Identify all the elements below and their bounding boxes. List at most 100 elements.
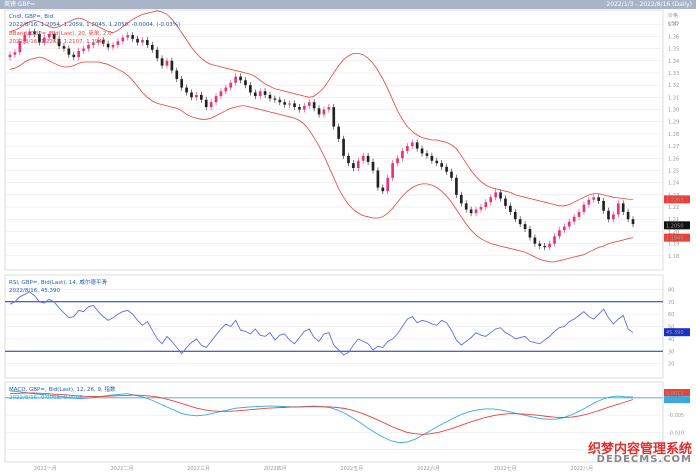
price-tick-label: 1.30 <box>668 108 679 114</box>
candle-body <box>347 155 350 164</box>
price-legend-line2: 2022/8/16, 1.2054, 1.2059, 1.2045, 1.205… <box>9 22 180 28</box>
candle-body <box>430 155 434 161</box>
currency-label: USD <box>668 21 679 27</box>
candle <box>489 194 493 206</box>
candle-body <box>538 243 542 247</box>
candle-body <box>249 85 252 93</box>
candle <box>327 104 331 113</box>
candle <box>597 194 600 204</box>
candle <box>209 99 213 111</box>
candle <box>224 84 228 95</box>
bband-lower-line <box>9 56 634 263</box>
candle <box>504 195 507 209</box>
candle-body <box>572 216 576 222</box>
candle-body <box>229 82 233 88</box>
candle <box>430 152 434 164</box>
candle-body <box>146 40 149 45</box>
candle-body <box>28 31 31 36</box>
candle <box>92 39 95 48</box>
candle <box>302 102 306 113</box>
candle-body <box>459 194 463 204</box>
candle-body <box>435 160 439 164</box>
macd-tick-label: -0.010 <box>668 430 684 436</box>
candle <box>234 73 237 86</box>
candle-body <box>165 60 169 66</box>
candle <box>415 139 419 152</box>
price-tick-label: 1.22 <box>668 205 679 211</box>
candle-body <box>302 105 306 110</box>
price-tick-label: 1.19 <box>668 242 679 248</box>
candle-body <box>577 211 581 217</box>
macd-value-tag: 0.0002 <box>664 396 690 404</box>
candle <box>77 47 81 61</box>
candle-body <box>513 211 517 220</box>
candle <box>13 49 17 58</box>
x-tick-label: 2022五月 <box>341 466 364 472</box>
candle <box>268 91 272 102</box>
candle <box>440 160 444 170</box>
candle <box>141 36 144 46</box>
candle <box>626 208 630 223</box>
bband-legend-line1: BBand, GBP=, Bid(Last), 20, 简单, 2.0 <box>9 29 112 37</box>
candle-body <box>420 148 424 154</box>
candle <box>543 243 547 251</box>
candle-body <box>548 243 551 248</box>
candle-body <box>509 205 512 212</box>
candle <box>631 216 635 228</box>
price-tick-label: 1.34 <box>668 59 679 65</box>
candle-body <box>204 99 208 108</box>
candle <box>43 34 46 46</box>
rsi-tick-label: 70 <box>668 300 674 306</box>
candle-body <box>479 207 483 210</box>
candle-body <box>23 35 27 42</box>
candle <box>553 233 556 247</box>
candle-body <box>47 33 51 38</box>
candle-body <box>288 103 291 105</box>
candle-body <box>464 203 468 210</box>
candle <box>361 152 365 164</box>
candle-body <box>43 37 46 43</box>
candle-body <box>52 33 56 39</box>
bband-lower-tag: 1.1949 <box>664 233 690 242</box>
bband-legend-line2: 2022/8/16, 1.2263, 1.2107, 1.1949 <box>9 39 106 45</box>
candle <box>307 99 311 109</box>
candle <box>52 30 56 42</box>
candle-body <box>425 153 429 156</box>
candle-body <box>587 199 591 205</box>
candle <box>273 95 277 103</box>
price-panel-frame <box>4 9 664 271</box>
candle <box>509 202 512 215</box>
candle-body <box>8 54 12 58</box>
candle <box>249 82 252 96</box>
candle <box>548 240 551 251</box>
candle-body <box>268 94 272 99</box>
candle-body <box>528 228 532 238</box>
candle <box>499 189 502 202</box>
gridlines <box>5 23 663 450</box>
candle <box>253 89 257 100</box>
candle-body <box>445 166 448 172</box>
candle-body <box>450 171 453 178</box>
candle-body <box>38 33 41 43</box>
candle <box>376 167 380 191</box>
candle <box>278 96 282 106</box>
candle-body <box>381 187 385 192</box>
candle-body <box>209 102 213 108</box>
price-tick-label: 1.21 <box>668 217 679 223</box>
rsi-axis-labels: 80 70 60 50 40 30 20 <box>668 287 674 367</box>
candle-body <box>244 80 247 86</box>
x-tick-label: 2022四月 <box>264 466 287 472</box>
candle <box>126 32 130 41</box>
candle <box>459 191 463 207</box>
candle <box>111 41 115 51</box>
candle-body <box>312 102 316 109</box>
candle-body <box>253 92 257 97</box>
price-tick-label: 1.35 <box>668 47 679 53</box>
candle <box>391 160 394 181</box>
candle <box>165 57 169 69</box>
candle-body <box>72 54 76 58</box>
candle-body <box>96 40 100 43</box>
candle-body <box>77 51 81 58</box>
candle <box>263 88 267 98</box>
candle <box>582 201 586 215</box>
